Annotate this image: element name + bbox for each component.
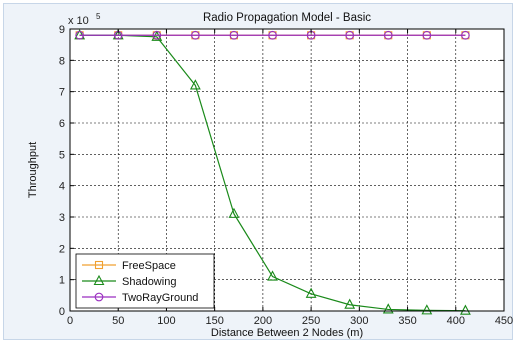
x-tick-label: 400	[447, 315, 465, 327]
legend-marker	[94, 260, 104, 270]
y-tick-label: 0	[59, 306, 65, 318]
legend-item: Shadowing	[82, 274, 176, 288]
y-tick-label: 5	[59, 149, 65, 161]
data-point	[461, 30, 470, 40]
legend-label: FreeSpace	[122, 260, 176, 272]
series-tworayground	[75, 30, 470, 40]
data-point	[422, 30, 432, 40]
legend-label: TwoRayGround	[122, 292, 198, 304]
x-tick-label: 150	[205, 315, 223, 327]
y-tick-label: 4	[59, 181, 65, 193]
axis-ticks: 0 50 100 150 200 250 300 350 400 450 0 1 2 3 4 5 6 7 8 9	[59, 24, 513, 327]
y-tick-label: 7	[59, 87, 65, 99]
data-point	[228, 207, 240, 218]
data-point	[75, 30, 84, 40]
x-tick-label: 0	[67, 315, 73, 327]
x-tick-label: 200	[254, 315, 272, 327]
data-point	[229, 30, 239, 40]
y-multiplier-base: x 10	[68, 15, 89, 27]
data-point	[383, 30, 393, 40]
data-point	[421, 304, 433, 315]
y-tick-label: 1	[59, 275, 65, 287]
legend-label: Shadowing	[122, 276, 176, 288]
x-tick-label: 50	[112, 315, 124, 327]
y-tick-label: 3	[59, 212, 65, 224]
data-point	[305, 287, 317, 298]
x-axis-label: Distance Between 2 Nodes (m)	[211, 327, 363, 339]
data-point	[151, 30, 163, 41]
data-point	[345, 30, 355, 40]
legend-marker	[94, 292, 104, 302]
data-point	[152, 30, 162, 40]
y-axis-multiplier: x 10 5	[68, 12, 101, 27]
x-tick-label: 300	[350, 315, 368, 327]
data-point	[191, 30, 200, 40]
y-tick-label: 8	[59, 55, 65, 67]
y-tick-label: 2	[59, 243, 65, 255]
y-tick-label: 6	[59, 118, 65, 130]
data-point	[267, 270, 278, 281]
data-point	[382, 303, 394, 314]
data-point	[189, 79, 201, 90]
plot-border	[69, 28, 505, 312]
data-point	[344, 298, 356, 309]
x-tick-label: 100	[157, 315, 175, 327]
series-layer	[74, 29, 471, 315]
legend-marker	[93, 274, 105, 286]
y-axis-label: Throughput	[27, 142, 39, 198]
x-tick-label: 250	[302, 315, 320, 327]
data-point	[460, 304, 471, 315]
y-tick-label: 9	[59, 24, 65, 36]
chart-title: Radio Propagation Model - Basic	[203, 12, 371, 24]
x-tick-label: 350	[398, 315, 416, 327]
legend-item: TwoRayGround	[82, 292, 198, 304]
series-shadowing	[74, 29, 471, 315]
legend-item: FreeSpace	[82, 260, 176, 272]
x-tick-label: 450	[495, 315, 513, 327]
series-line	[79, 34, 466, 312]
legend: FreeSpace Shadowing TwoRayGround	[75, 253, 215, 309]
data-point	[268, 30, 277, 40]
y-multiplier-exponent: 5	[96, 12, 101, 21]
